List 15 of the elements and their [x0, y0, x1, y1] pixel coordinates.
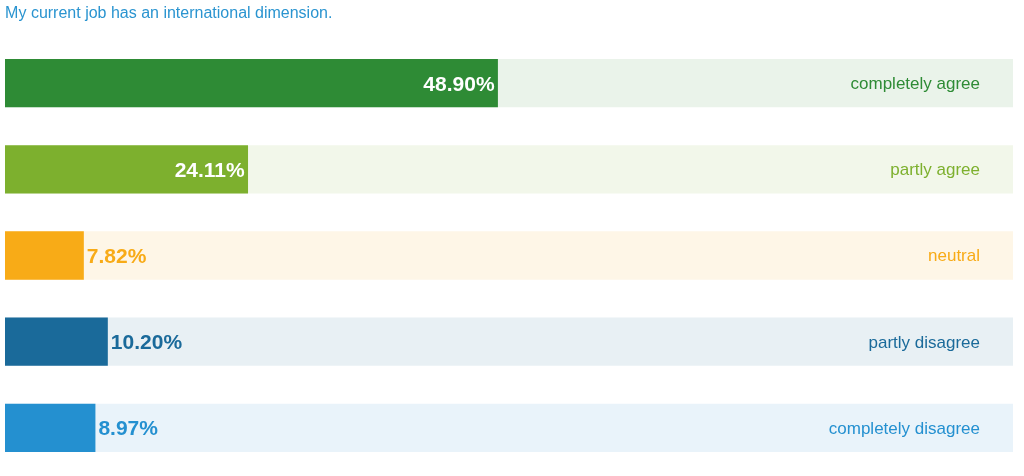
y-tick-label: partly agree: [890, 160, 980, 180]
bar: [5, 403, 96, 453]
data-label: 48.90%: [423, 71, 495, 95]
chart-title: My current job has an international dimension.: [5, 4, 333, 22]
y-tick-label: completely agree: [850, 74, 980, 94]
y-tick-label: partly disagree: [868, 332, 980, 352]
data-label: 8.97%: [98, 416, 159, 440]
data-label: 7.82%: [86, 244, 147, 267]
data-label: 10.20%: [110, 330, 183, 354]
bar: [5, 317, 108, 366]
data-label: 24.11%: [174, 157, 246, 181]
y-tick-label: completely disagree: [828, 418, 980, 438]
bar: [5, 231, 84, 280]
y-tick-label: neutral: [928, 246, 980, 266]
bar: [5, 145, 249, 194]
